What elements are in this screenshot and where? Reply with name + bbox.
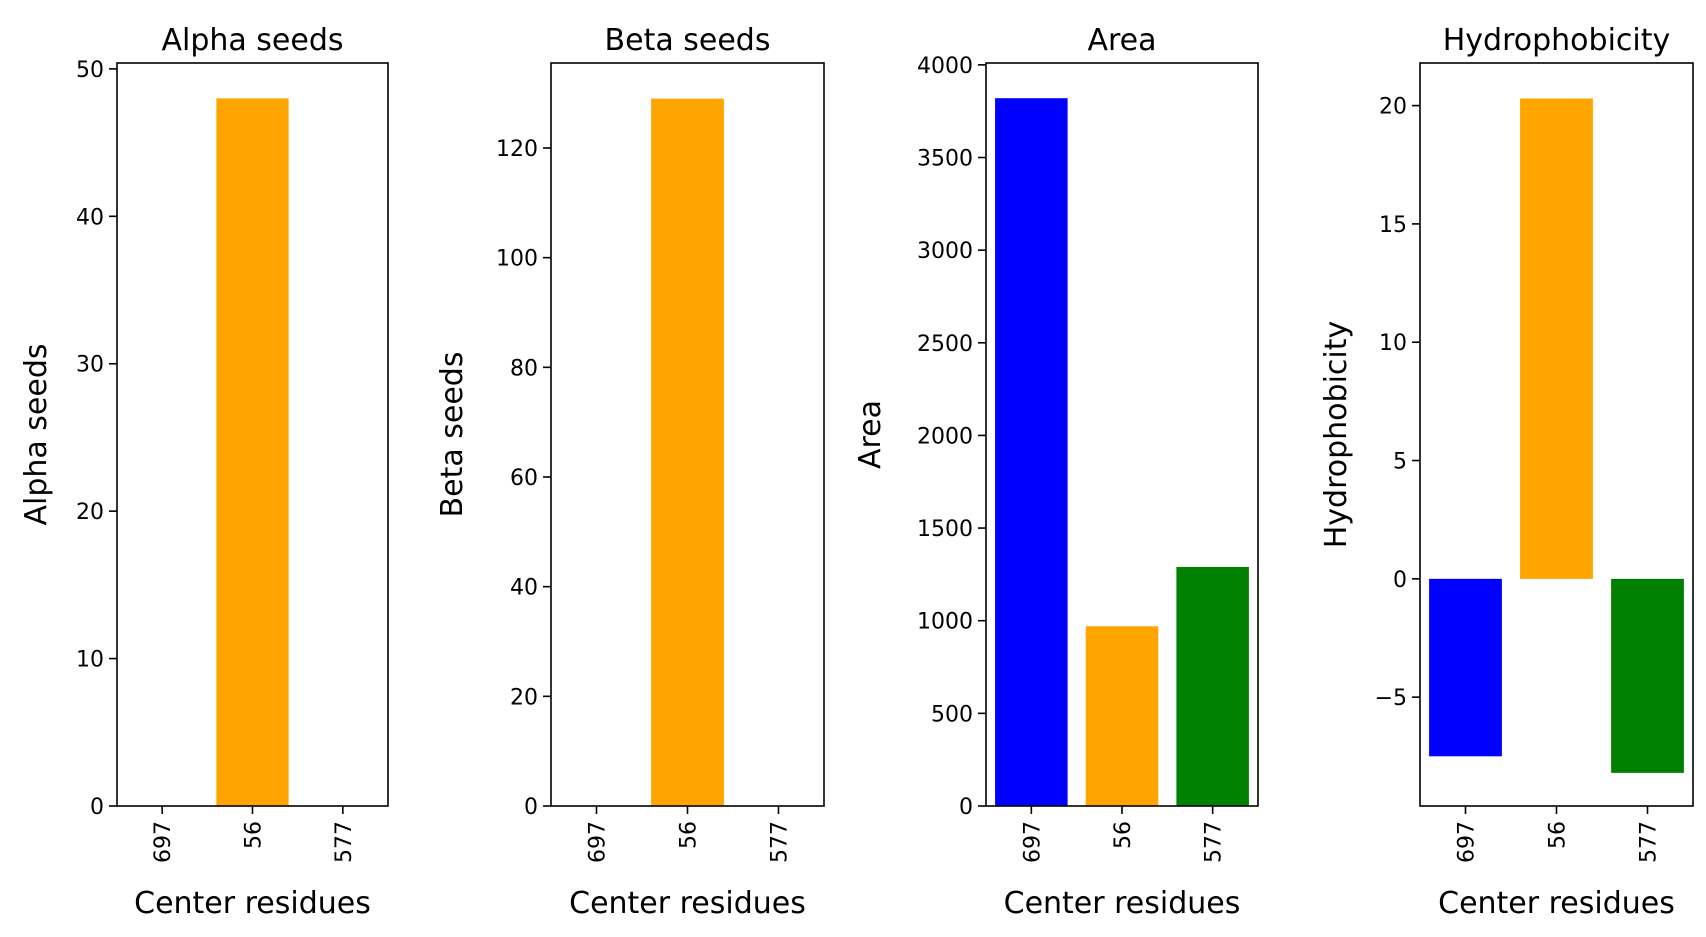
alpha-seeds-ytick-label: 50 <box>76 58 104 83</box>
hydrophobicity-title: Hydrophobicity <box>1443 23 1671 58</box>
hydrophobicity-bar-56 <box>1520 98 1593 579</box>
beta-seeds-xlabel: Center residues <box>569 886 806 921</box>
area-ytick-label: 3000 <box>917 239 973 264</box>
panel-hydrophobicity: −5 0 5 10 15 20 697 56 577 Hydrophobicity Center r… <box>1319 23 1694 921</box>
alpha-seeds-xtick-label-56: 56 <box>242 821 267 849</box>
area-title: Area <box>1087 23 1156 58</box>
hydrophobicity-ytick-label: −5 <box>1375 686 1407 711</box>
beta-seeds-xtick-label-577: 577 <box>768 821 793 863</box>
hydrophobicity-xtick-label-577: 577 <box>1637 821 1662 863</box>
beta-seeds-ylabel: Beta seeds <box>435 352 470 518</box>
beta-seeds-ytick-label: 20 <box>510 685 538 710</box>
hydrophobicity-xlabel: Center residues <box>1438 886 1675 921</box>
hydrophobicity-bar-697 <box>1429 578 1502 757</box>
alpha-seeds-ytick-label: 40 <box>76 205 104 230</box>
beta-seeds-ytick-label: 40 <box>510 576 538 601</box>
beta-seeds-ytick-label: 60 <box>510 466 538 491</box>
area-xtick-label-577: 577 <box>1202 821 1227 863</box>
area-ytick-label: 1000 <box>917 610 973 635</box>
beta-seeds-xtick-label-56: 56 <box>677 821 702 849</box>
alpha-seeds-title: Alpha seeds <box>161 23 343 58</box>
area-ytick-label: 3500 <box>917 146 973 171</box>
beta-seeds-ytick-label: 120 <box>496 137 538 162</box>
area-xtick-label-697: 697 <box>1020 821 1045 863</box>
hydrophobicity-ytick-label: 10 <box>1379 331 1407 356</box>
hydrophobicity-xtick-label-697: 697 <box>1455 821 1480 863</box>
panel-beta-seeds: 0 20 40 60 80 100 120 697 56 577 Beta seeds Center … <box>435 23 825 921</box>
area-ytick-label: 500 <box>931 702 973 727</box>
beta-seeds-xtick-label-697: 697 <box>586 821 611 863</box>
hydrophobicity-ylabel: Hydrophobicity <box>1319 321 1354 549</box>
alpha-seeds-ytick-label: 10 <box>76 648 104 673</box>
alpha-seeds-ytick-label: 20 <box>76 500 104 525</box>
area-ytick-label: 4000 <box>917 54 973 79</box>
hydrophobicity-ytick-label: 0 <box>1393 568 1407 593</box>
area-xlabel: Center residues <box>1004 886 1241 921</box>
alpha-seeds-ylabel: Alpha seeds <box>19 343 54 525</box>
area-ytick-label: 0 <box>959 795 973 820</box>
hydrophobicity-xtick-label-56: 56 <box>1546 821 1571 849</box>
area-ytick-label: 2000 <box>917 424 973 449</box>
panel-area: 0 500 1000 1500 2000 2500 3000 3500 4000 697 56 577… <box>853 23 1259 921</box>
beta-seeds-ytick-label: 100 <box>496 247 538 272</box>
area-bar-577 <box>1176 566 1249 806</box>
alpha-seeds-xtick-label-577: 577 <box>332 821 357 863</box>
alpha-seeds-bar-56 <box>216 98 289 806</box>
beta-seeds-ytick-label: 80 <box>510 356 538 381</box>
hydrophobicity-ytick-label: 15 <box>1379 213 1407 238</box>
hydrophobicity-bar-577 <box>1611 578 1684 773</box>
hydrophobicity-ytick-label: 5 <box>1393 450 1407 475</box>
beta-seeds-ytick-label: 0 <box>524 795 538 820</box>
area-ytick-label: 1500 <box>917 517 973 542</box>
alpha-seeds-xtick-label-697: 697 <box>151 821 176 863</box>
area-bar-697 <box>995 98 1068 806</box>
hydrophobicity-ytick-label: 20 <box>1379 95 1407 120</box>
beta-seeds-bar-56 <box>651 98 724 806</box>
alpha-seeds-xlabel: Center residues <box>134 886 371 921</box>
area-ytick-label: 2500 <box>917 332 973 357</box>
panel-alpha-seeds: 0 10 20 30 40 50 697 56 577 Alpha seeds Center res… <box>19 23 389 921</box>
area-ylabel: Area <box>853 400 888 469</box>
alpha-seeds-ytick-label: 0 <box>90 795 104 820</box>
area-xtick-label-56: 56 <box>1111 821 1136 849</box>
area-bar-56 <box>1085 626 1159 806</box>
alpha-seeds-ytick-label: 30 <box>76 353 104 378</box>
beta-seeds-title: Beta seeds <box>605 23 771 58</box>
